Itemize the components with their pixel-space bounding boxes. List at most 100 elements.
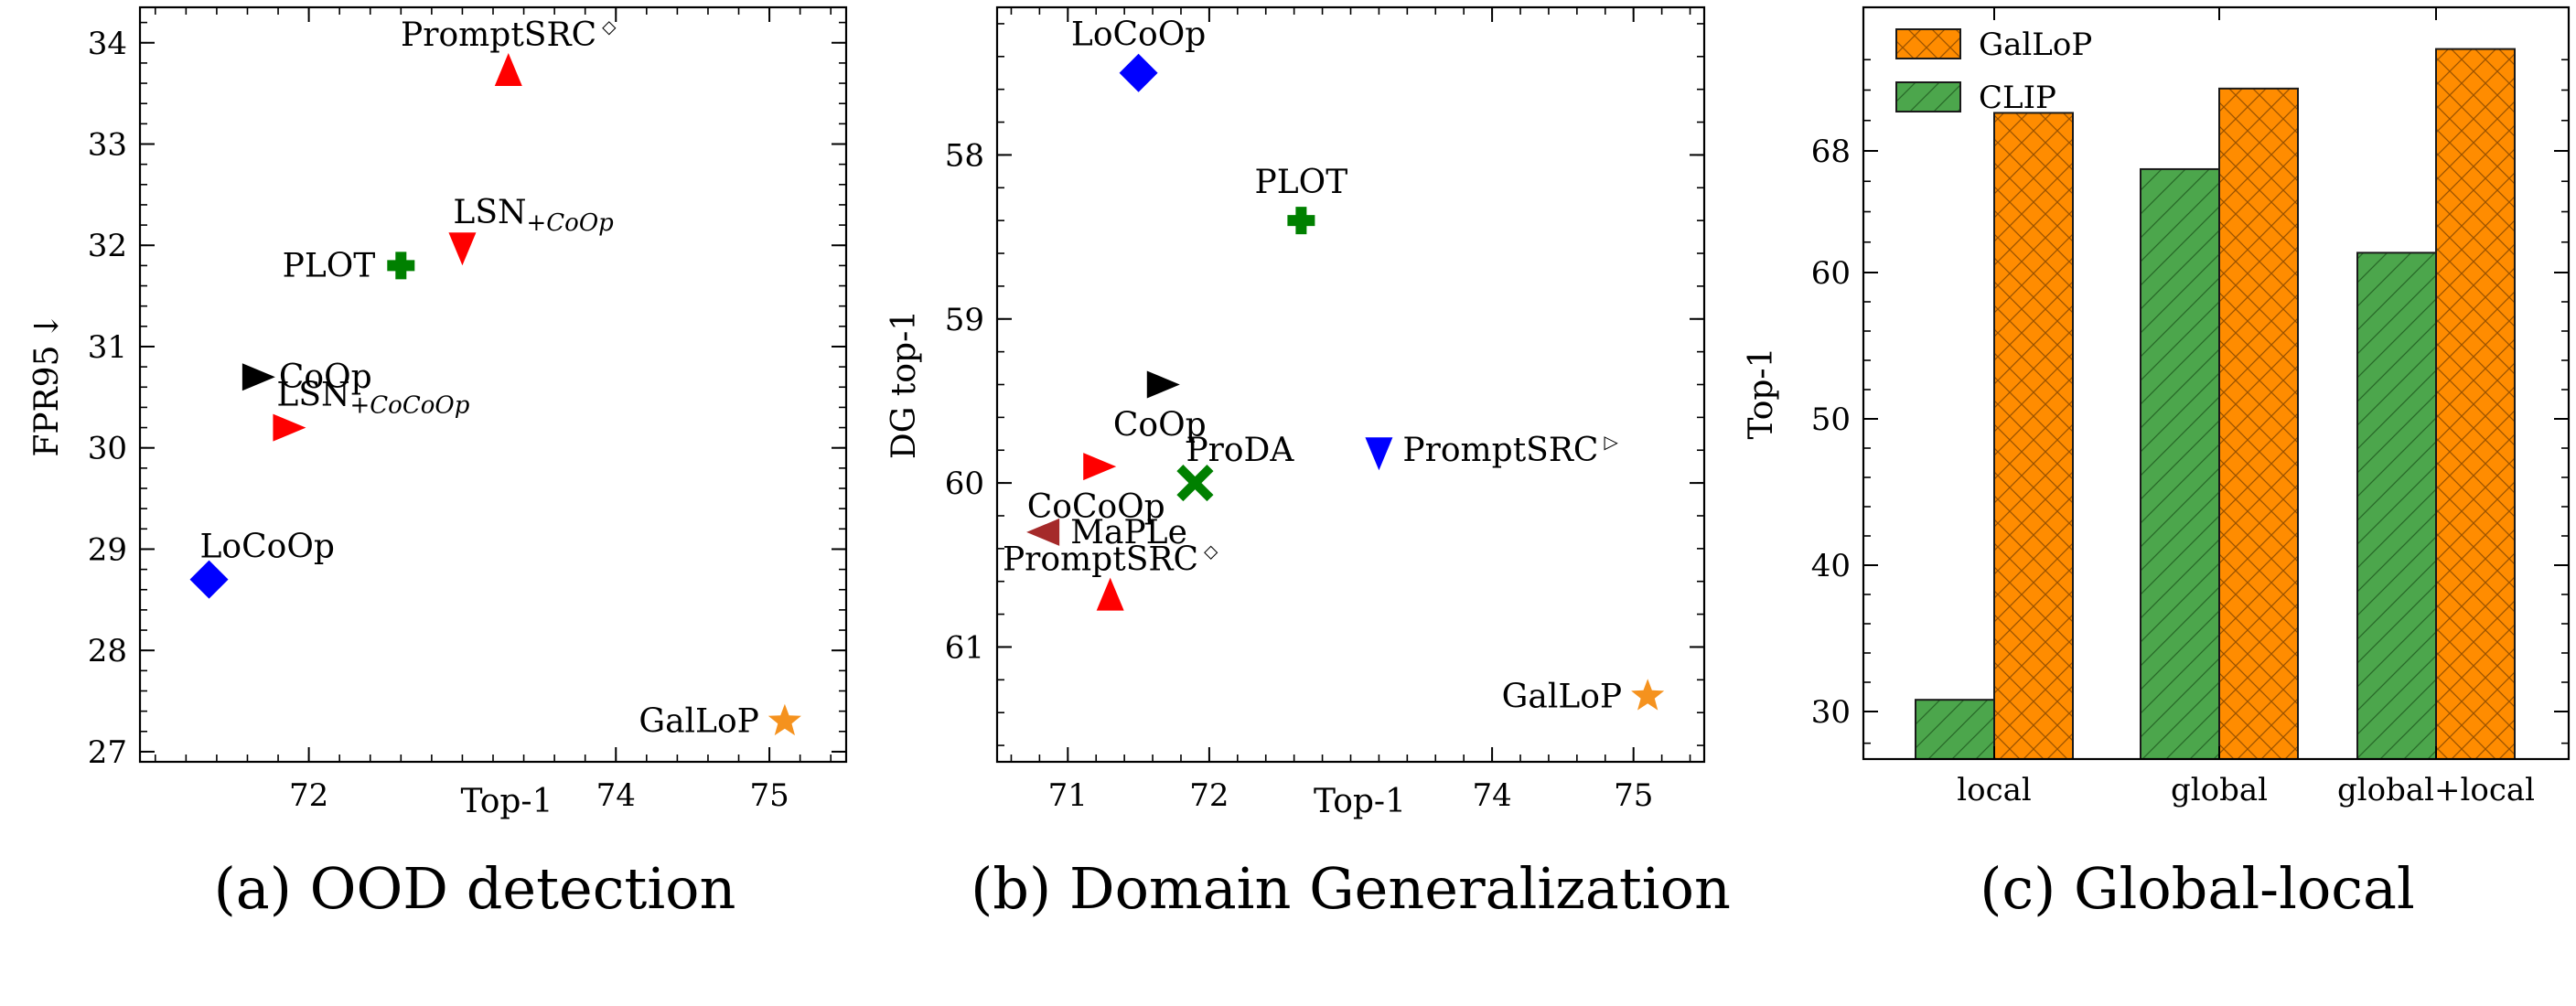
y-tick-label: 50 xyxy=(1811,401,1851,438)
point-label-subscript: +CoOp xyxy=(527,209,615,237)
legend-swatch-hatch-clip xyxy=(1895,81,1961,112)
point-label-text: LSN xyxy=(276,377,349,414)
y-tick-label: 61 xyxy=(945,629,984,666)
panel-c-ylabel: Top-1 xyxy=(1743,347,1780,439)
point-label: LoCoOp xyxy=(200,529,335,566)
point-label: PromptSRC ◇ xyxy=(401,16,617,54)
y-tick-label: 58 xyxy=(945,137,984,174)
point-label: PLOT xyxy=(283,247,376,284)
data-point-promptsrc xyxy=(494,52,522,86)
panel-b-ticks: 71 72 74 75 58 59 60 61 xyxy=(945,7,1704,814)
x-tick-label: 72 xyxy=(1189,777,1229,814)
point-label: GalLoP xyxy=(639,703,759,741)
point-label-text: LoCoOp xyxy=(200,529,335,566)
panel-a-ticks: 72 74 75 27 28 29 30 31 32 33 34 xyxy=(88,7,846,814)
data-point-plot xyxy=(1287,207,1315,235)
data-point-locoop xyxy=(1119,53,1158,92)
panel-a-ylabel: FPR95 ↓ xyxy=(28,312,66,456)
y-tick-label: 29 xyxy=(88,531,127,568)
point-label-text: GalLoP xyxy=(1502,678,1623,715)
data-point-cocoop xyxy=(1083,453,1117,481)
point-label-text: CoOp xyxy=(1113,407,1207,444)
y-tick-label: 40 xyxy=(1811,548,1851,584)
point-label-text: MaPLe xyxy=(1070,514,1187,551)
data-point-locoop xyxy=(189,560,229,599)
bar-hatch-gallop-global xyxy=(2218,87,2299,760)
point-label-superscript: ▷ xyxy=(1604,431,1618,453)
x-tick-label: 74 xyxy=(596,777,636,814)
y-tick-label: 34 xyxy=(88,26,127,62)
data-point-proda xyxy=(1176,465,1214,502)
point-label-text: PromptSRC xyxy=(1003,541,1198,579)
panel-a-xlabel: Top-1 xyxy=(460,783,553,820)
x-tick-label: 71 xyxy=(1048,777,1088,814)
legend-label-gallop: GalLoP xyxy=(1979,27,2092,63)
y-tick-label: 31 xyxy=(88,329,127,366)
point-label-superscript: ◇ xyxy=(602,16,617,37)
point-label: GalLoP xyxy=(1502,678,1623,715)
point-label-superscript: ◇ xyxy=(1204,540,1218,562)
point-label-text: PromptSRC xyxy=(1402,432,1598,469)
data-point-promptsrc xyxy=(1096,577,1124,611)
panel-a-caption: (a) OOD detection xyxy=(214,855,736,922)
point-label: PromptSRC ▷ xyxy=(1402,431,1618,469)
data-point-gallop xyxy=(1631,679,1665,711)
point-label-text: CoOp xyxy=(279,359,372,396)
point-label-text: PromptSRC xyxy=(401,16,596,54)
panel-c-legend: GalLoP CLIP xyxy=(1895,27,2092,116)
point-label: ProDA xyxy=(1186,432,1294,469)
panel-c-caption: (c) Global-local xyxy=(1980,855,2415,922)
point-label: CoCoOp xyxy=(1027,488,1165,526)
point-label-text: CoCoOp xyxy=(1027,488,1165,526)
data-point-coop xyxy=(242,363,275,391)
bar-hatch-gallop-local xyxy=(1993,112,2074,760)
point-label-text: LoCoOp xyxy=(1071,16,1206,54)
bar-hatch-clip-local xyxy=(1915,699,1995,761)
y-tick-label: 32 xyxy=(88,228,127,264)
x-tick-label: 74 xyxy=(1472,777,1511,814)
panel-c-frame xyxy=(1862,5,2571,761)
data-point-promptsrc xyxy=(1365,437,1393,471)
point-label-text: PLOT xyxy=(1255,164,1348,201)
point-label-subscript: +CoCoOp xyxy=(350,392,470,420)
x-category-label: local xyxy=(1957,772,2032,808)
point-label: LSN+CoOp xyxy=(453,194,614,237)
data-point-lsn xyxy=(448,232,477,266)
panel-b-ylabel: DG top-1 xyxy=(886,310,923,459)
point-label: MaPLe xyxy=(1070,514,1187,551)
y-tick-label: 59 xyxy=(945,302,984,338)
y-tick-label: 28 xyxy=(88,633,127,669)
data-point-coop xyxy=(1146,370,1180,399)
panel-b-frame xyxy=(995,5,1706,764)
y-tick-label: 60 xyxy=(945,466,984,502)
panel-a-frame xyxy=(138,5,848,764)
data-point-plot xyxy=(387,252,415,280)
panel-c-ticks: local global global+local 30 40 50 60 68 xyxy=(1811,7,2569,808)
x-tick-label: 75 xyxy=(749,777,789,814)
y-tick-label: 30 xyxy=(88,431,127,467)
y-tick-label: 27 xyxy=(88,734,127,771)
y-tick-label: 68 xyxy=(1811,134,1851,170)
panel-a-ylabel-text: FPR95 xyxy=(28,346,66,457)
x-tick-label: 72 xyxy=(289,777,328,814)
y-tick-label: 30 xyxy=(1811,694,1851,731)
panel-b-caption: (b) Domain Generalization xyxy=(971,855,1731,922)
bar-hatch-clip-global xyxy=(2140,167,2220,760)
point-label: LoCoOp xyxy=(1071,16,1206,54)
x-tick-label: 75 xyxy=(1614,777,1653,814)
point-label: CoOp xyxy=(279,359,372,396)
panel-b-xlabel: Top-1 xyxy=(1314,783,1406,820)
bar-hatch-gallop-global+local xyxy=(2435,48,2516,761)
point-label: PLOT xyxy=(1255,164,1348,201)
bar-hatch-clip-global+local xyxy=(2356,252,2437,760)
data-point-lsn xyxy=(273,413,306,442)
x-category-label: global+local xyxy=(2337,772,2535,808)
point-label-text: PLOT xyxy=(283,247,376,284)
data-point-maple xyxy=(1026,518,1060,546)
panel-a-ylabel-arrow: ↓ xyxy=(28,312,66,339)
